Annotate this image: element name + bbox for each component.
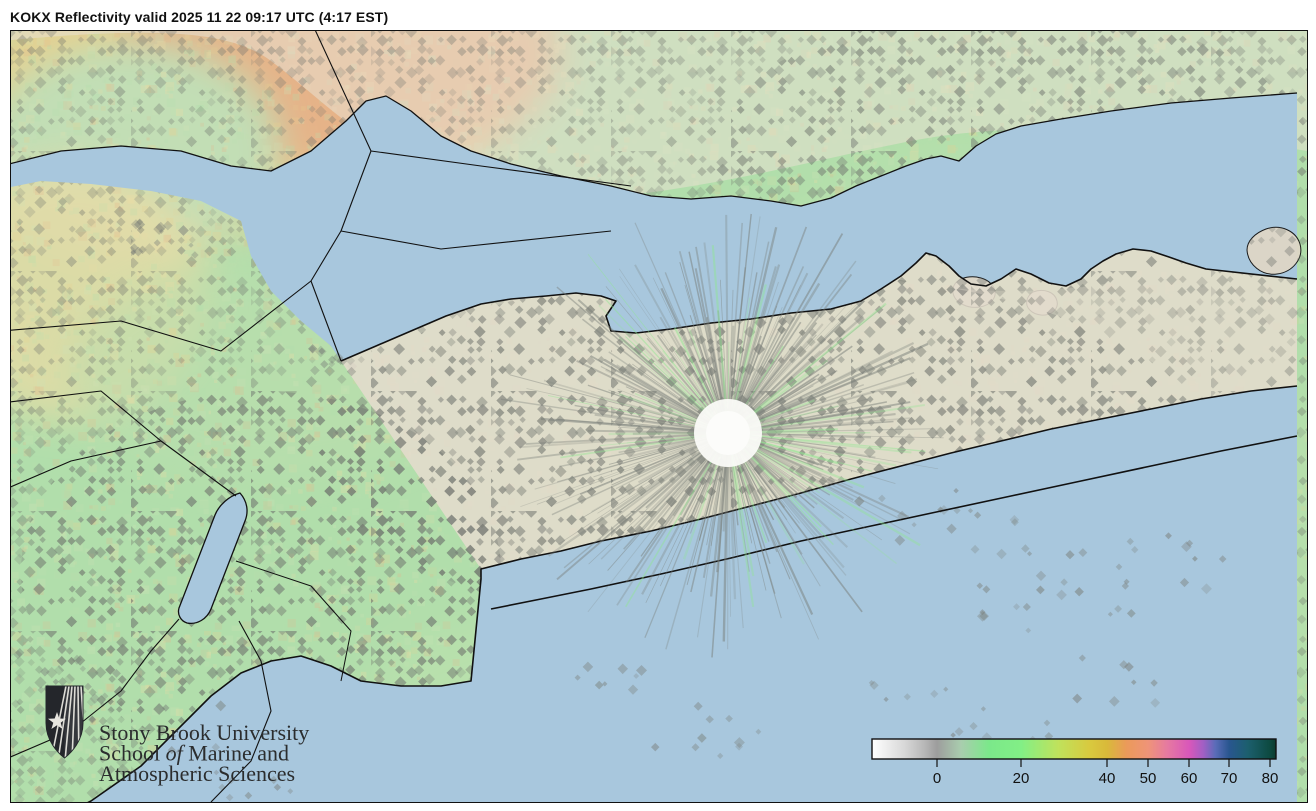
- svg-text:20: 20: [1013, 770, 1030, 787]
- svg-text:50: 50: [1140, 770, 1157, 787]
- svg-text:40: 40: [1099, 770, 1116, 787]
- svg-text:60: 60: [1181, 770, 1198, 787]
- svg-text:Atmospheric Sciences: Atmospheric Sciences: [99, 761, 295, 786]
- svg-text:0: 0: [933, 770, 941, 787]
- svg-text:80: 80: [1262, 770, 1279, 787]
- svg-text:70: 70: [1221, 770, 1238, 787]
